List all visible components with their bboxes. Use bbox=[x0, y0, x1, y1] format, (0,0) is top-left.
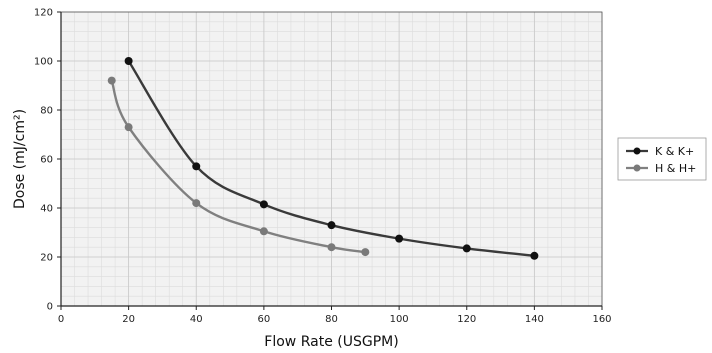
data-point bbox=[530, 251, 539, 260]
data-point bbox=[361, 248, 370, 257]
y-tick-label: 60 bbox=[40, 155, 53, 166]
y-tick-label: 0 bbox=[47, 302, 53, 313]
x-tick-label: 160 bbox=[592, 314, 611, 325]
legend-marker bbox=[633, 147, 641, 155]
legend-label: H & H+ bbox=[655, 162, 696, 175]
x-tick-label: 80 bbox=[325, 314, 338, 325]
data-point bbox=[192, 199, 201, 208]
series-layer bbox=[107, 57, 539, 260]
data-point bbox=[124, 123, 133, 132]
y-axis-title: Dose (mJ/cm²) bbox=[12, 109, 28, 209]
data-point bbox=[259, 200, 268, 209]
data-point bbox=[259, 227, 268, 236]
x-tick-label: 60 bbox=[258, 314, 271, 325]
data-point bbox=[327, 243, 336, 252]
data-point bbox=[192, 162, 201, 171]
data-point bbox=[107, 76, 116, 85]
data-point bbox=[395, 234, 404, 243]
data-point bbox=[327, 221, 336, 230]
x-tick-label: 120 bbox=[457, 314, 476, 325]
y-tick-label: 80 bbox=[40, 106, 53, 117]
x-axis-title: Flow Rate (USGPM) bbox=[264, 334, 398, 350]
x-tick-label: 20 bbox=[122, 314, 135, 325]
y-tick-label: 120 bbox=[34, 8, 53, 19]
data-point bbox=[124, 57, 133, 65]
x-tick-label: 140 bbox=[525, 314, 544, 325]
y-tick-label: 20 bbox=[40, 253, 53, 264]
legend-label: K & K+ bbox=[655, 145, 694, 158]
series-0 bbox=[124, 57, 539, 260]
y-tick-label: 100 bbox=[34, 57, 53, 68]
axes: 0 20 40 60 80 100 120 140 160 0 20 40 60 80 100 120 bbox=[34, 8, 612, 326]
legend: K & K+ H & H+ bbox=[617, 137, 707, 181]
x-tick-label: 0 bbox=[58, 314, 64, 325]
x-tick-label: 40 bbox=[190, 314, 203, 325]
grid bbox=[60, 11, 603, 307]
legend-box bbox=[617, 137, 707, 181]
data-point bbox=[462, 244, 471, 253]
legend-marker bbox=[633, 164, 641, 172]
y-tick-label: 40 bbox=[40, 204, 53, 215]
x-tick-label: 100 bbox=[390, 314, 409, 325]
series-1 bbox=[107, 76, 370, 257]
